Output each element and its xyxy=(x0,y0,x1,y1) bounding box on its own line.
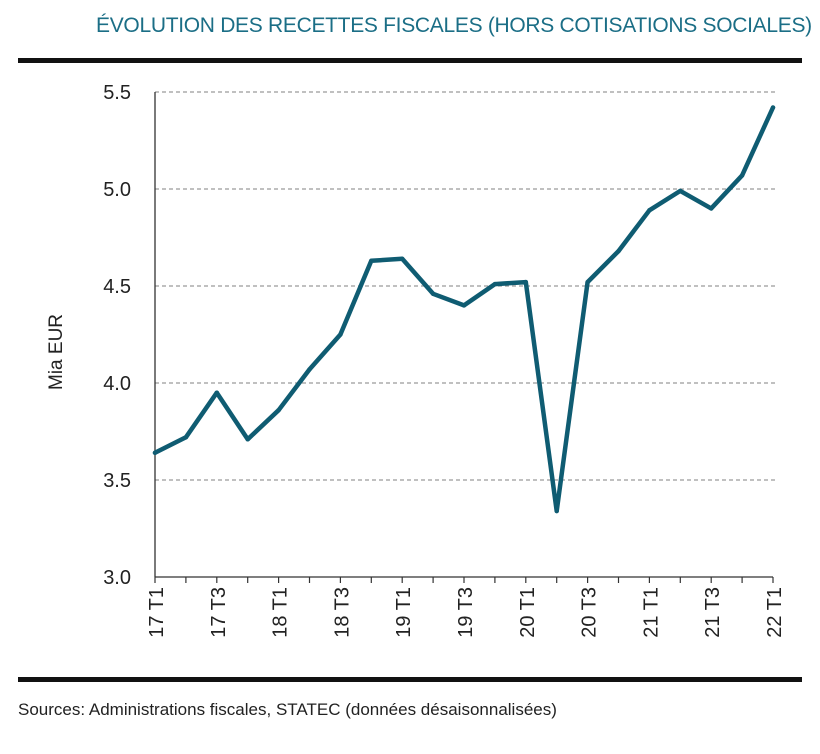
y-tick-label: 5.5 xyxy=(103,82,131,104)
data-point xyxy=(616,248,621,254)
data-point xyxy=(739,173,745,178)
data-point xyxy=(678,188,683,194)
data-point xyxy=(523,279,528,285)
data-point xyxy=(585,279,590,285)
x-tick-label: 19 T1 xyxy=(393,587,415,638)
x-tick-label: 17 T1 xyxy=(146,587,168,638)
series-line xyxy=(152,105,776,514)
data-point xyxy=(183,435,189,440)
data-point xyxy=(770,105,776,110)
data-point xyxy=(492,281,498,287)
data-point xyxy=(369,258,374,263)
data-point xyxy=(430,291,436,296)
data-point xyxy=(647,208,652,213)
y-tick-label: 5.0 xyxy=(103,179,131,201)
data-point xyxy=(709,206,714,211)
data-point xyxy=(276,407,281,413)
chart-title: ÉVOLUTION DES RECETTES FISCALES (HORS CO… xyxy=(96,14,812,37)
axes xyxy=(154,92,774,583)
y-tick-label: 4.5 xyxy=(103,276,131,298)
y-tick-label: 4.0 xyxy=(103,373,131,395)
data-point xyxy=(152,450,158,456)
bottom-divider xyxy=(18,677,802,682)
data-point xyxy=(338,332,343,337)
x-tick-label: 19 T3 xyxy=(455,587,477,638)
y-axis-label: Mia EUR xyxy=(46,314,67,390)
x-tick-label: 17 T3 xyxy=(208,587,230,638)
x-tick-label: 21 T1 xyxy=(640,587,662,638)
x-tick-label: 18 T1 xyxy=(270,587,292,638)
data-point xyxy=(307,367,312,372)
y-axis-ticks: 3.0 3.5 4.0 4.5 5.0 5.5 xyxy=(103,82,131,589)
series xyxy=(152,105,776,514)
x-tick-label: 20 T3 xyxy=(579,587,601,638)
data-point xyxy=(245,437,250,442)
x-axis-ticks: 17 T1 17 T3 18 T1 18 T3 19 T1 19 T3 20 T1 20 T3… xyxy=(146,587,786,638)
data-point xyxy=(554,508,559,514)
x-tick-label: 21 T3 xyxy=(702,587,724,638)
gridlines xyxy=(155,91,778,481)
x-tick-label: 22 T1 xyxy=(764,587,786,638)
y-tick-label: 3.0 xyxy=(103,567,131,589)
data-point xyxy=(461,303,467,308)
data-point xyxy=(400,256,405,262)
x-tick-label: 20 T1 xyxy=(517,587,539,638)
top-divider xyxy=(18,58,802,63)
x-tick-label: 18 T3 xyxy=(331,587,353,638)
source-note: Sources: Administrations fiscales, STATE… xyxy=(18,700,557,719)
data-point xyxy=(214,390,219,395)
y-tick-label: 3.5 xyxy=(103,470,131,492)
